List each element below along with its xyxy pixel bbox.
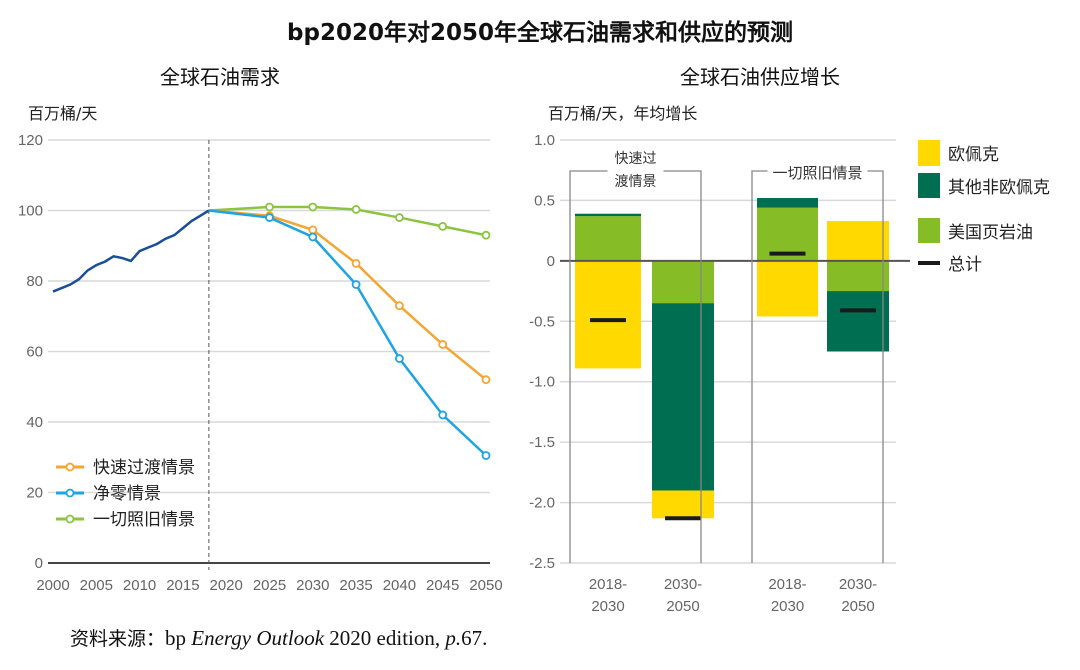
group-label: 一切照旧情景 xyxy=(772,164,862,182)
y-tick-label: 100 xyxy=(18,203,43,220)
x-tick-label: 2050 xyxy=(841,598,874,615)
demand-chart-title: 全球石油需求 xyxy=(160,65,280,89)
stacked-bar-segment xyxy=(575,213,641,217)
stacked-bar-segment xyxy=(652,303,714,491)
legend-label: 快速过渡情景 xyxy=(93,458,195,478)
x-tick-label: 2018- xyxy=(768,576,806,593)
data-point xyxy=(438,340,448,349)
y-tick-label: 60 xyxy=(26,344,43,361)
legend-label: 美国页岩油 xyxy=(948,223,1033,243)
stacked-bar-segment xyxy=(575,260,641,369)
legend-marker xyxy=(65,488,75,498)
x-tick-label: 2050 xyxy=(666,598,699,615)
series-line xyxy=(208,209,487,381)
x-tick-label: 2005 xyxy=(80,577,113,594)
stacked-bar-segment xyxy=(575,216,641,261)
legend-marker xyxy=(65,514,75,524)
x-tick-label: 2045 xyxy=(426,577,459,594)
y-tick-label: -1.0 xyxy=(529,374,555,391)
x-tick-label: 2030 xyxy=(591,598,624,615)
legend-swatch xyxy=(918,173,940,198)
demand-y-unit: 百万桶/天 xyxy=(28,104,97,123)
data-point xyxy=(481,230,491,240)
x-tick-label: 2020 xyxy=(210,577,243,594)
x-tick-label: 2030- xyxy=(664,576,702,593)
supply-y-unit: 百万桶/天，年均增长 xyxy=(548,104,697,123)
data-point xyxy=(438,410,448,420)
x-tick-label: 2050 xyxy=(469,577,502,594)
data-point xyxy=(265,213,274,222)
legend-label: 总计 xyxy=(948,255,982,275)
x-tick-label: 2000 xyxy=(36,577,69,594)
y-tick-label: 40 xyxy=(26,414,43,431)
stacked-bar-segment xyxy=(757,260,818,317)
history-line xyxy=(52,209,210,293)
data-point xyxy=(394,301,404,311)
x-tick-label: 2015 xyxy=(166,577,199,594)
data-point xyxy=(351,258,361,268)
stacked-bar-segment xyxy=(652,490,714,519)
legend-swatch xyxy=(918,218,940,243)
y-tick-label: 80 xyxy=(26,273,43,290)
group-bracket xyxy=(569,170,608,563)
stacked-bar-segment xyxy=(827,291,889,352)
y-tick-label: 0.5 xyxy=(534,192,555,209)
data-point xyxy=(351,205,361,214)
stacked-bar-segment xyxy=(757,198,818,208)
legend-marker xyxy=(65,462,75,472)
x-tick-label: 2018- xyxy=(589,576,627,593)
y-tick-label: -2.0 xyxy=(529,495,555,512)
source-note: 资料来源：bp Energy Outlook 2020 edition, p.6… xyxy=(70,626,487,650)
y-tick-label: 120 xyxy=(18,132,43,149)
group-bracket xyxy=(663,170,702,563)
data-point xyxy=(394,213,404,222)
supply-chart-title: 全球石油供应增长 xyxy=(680,65,840,89)
data-point xyxy=(394,354,404,363)
y-tick-label: -0.5 xyxy=(529,313,555,330)
group-bracket xyxy=(867,170,884,563)
stacked-bar-segment xyxy=(827,220,889,261)
x-tick-label: 2030 xyxy=(771,598,804,615)
y-tick-label: 0 xyxy=(35,555,43,572)
y-tick-label: 20 xyxy=(26,485,43,502)
supply-bar-chart: 1.0 0.5 0 -0.5 -1.0 -1.5 -2.0 -2.5 2018- 2030 2030… xyxy=(529,132,1050,615)
legend-swatch xyxy=(918,140,940,166)
x-tick-label: 2035 xyxy=(339,577,372,594)
legend-label: 一切照旧情景 xyxy=(93,510,195,530)
data-point xyxy=(351,280,361,289)
y-tick-label: -2.5 xyxy=(529,555,555,572)
data-point xyxy=(308,225,318,235)
x-tick-label: 2040 xyxy=(383,577,416,594)
legend-label: 其他非欧佩克 xyxy=(948,178,1050,198)
data-point xyxy=(308,202,318,212)
data-point xyxy=(265,202,274,212)
group-label: 渡情景 xyxy=(615,174,657,190)
x-tick-label: 2030 xyxy=(296,577,329,594)
group-bracket xyxy=(751,170,768,563)
y-tick-label: 1.0 xyxy=(534,132,555,149)
y-tick-label: -1.5 xyxy=(529,434,555,451)
data-point xyxy=(481,375,491,385)
group-label: 快速过 xyxy=(615,151,657,167)
x-tick-label: 2010 xyxy=(123,577,156,594)
data-point xyxy=(481,451,491,460)
stacked-bar-segment xyxy=(652,260,714,304)
legend-label: 欧佩克 xyxy=(948,145,999,165)
figure-title: bp2020年对2050年全球石油需求和供应的预测 xyxy=(287,19,793,46)
data-point xyxy=(308,232,318,242)
x-tick-label: 2030- xyxy=(839,576,877,593)
stacked-bar-segment xyxy=(827,260,889,292)
data-point xyxy=(438,221,448,231)
y-tick-label: 0 xyxy=(547,253,555,270)
legend-label: 净零情景 xyxy=(93,484,161,504)
x-tick-label: 2025 xyxy=(253,577,286,594)
